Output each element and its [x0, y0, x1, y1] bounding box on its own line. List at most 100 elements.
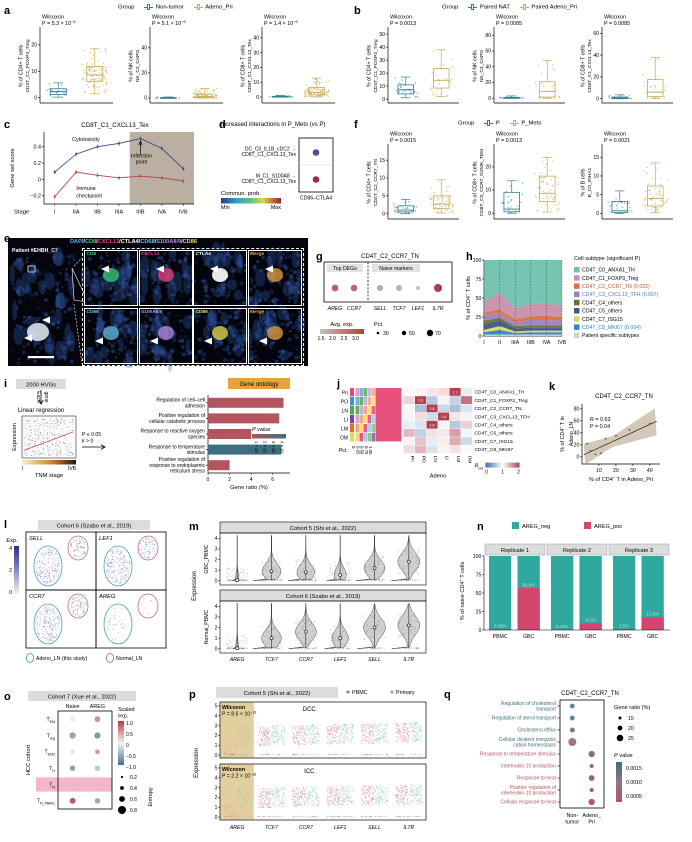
p-value-tick-label: 0.0005 — [626, 794, 642, 800]
colorbar-title: Commun. prob. — [221, 191, 261, 197]
scaled-exp-tick: 0.5 — [126, 732, 133, 738]
y-tick-label: 0 — [215, 647, 218, 653]
dotplot-hcc-cohort: Cohort 7 (Xue et al., 2022) Naive AREG TEM T… — [26, 691, 154, 814]
panel-a-label: a — [4, 5, 11, 17]
y-tick-label: 30 — [253, 50, 259, 56]
column-label-line2: Pri — [588, 820, 595, 826]
x-tick-label: IVA — [158, 210, 167, 216]
stat-p-label: P = 0.04 — [590, 424, 610, 430]
avg-exp-tick: 1.5 — [318, 336, 325, 342]
y-tick-label: 60 — [485, 49, 491, 55]
x-axis-title: % of CD4+ T in Adeno_Pri — [589, 476, 653, 483]
y-tick-label: 5 — [382, 194, 385, 200]
legend-item-label: CD4T_C0_ANXA1_TH — [582, 268, 635, 274]
column-label-line1: Adeno_ — [582, 813, 602, 819]
if-tile-cd8 — [80, 249, 142, 307]
y-tick-label: 50 — [476, 296, 482, 302]
pct-size-label: 70 — [435, 331, 441, 337]
go-term-label: Response to temperature — [149, 444, 206, 450]
panel-q-label: q — [444, 689, 451, 701]
y-tick-label: 20 — [141, 71, 147, 77]
p-value-legend-title: P value — [614, 753, 633, 759]
avg-exp-tick: 3.0 — [352, 336, 359, 342]
panel-d-title: Increased interactions in P_Mets (vs P) — [221, 122, 325, 128]
tissue-col-label: LM — [455, 456, 461, 463]
legend-swatch — [193, 4, 203, 10]
scaled-exp-tick: −1.0 — [126, 765, 136, 771]
legend-item-label: Patient specific subtypes — [582, 333, 639, 339]
y-tick-label: 40 — [593, 53, 599, 59]
p-value-label: P = 8.6 × 10−16 — [222, 711, 256, 718]
go-x-tick-label: 4 — [250, 477, 253, 483]
tissue-col-label: PO — [420, 456, 426, 463]
tile-channel-label: CTLA4 — [195, 251, 211, 257]
y-tick-label: 0 — [488, 211, 491, 217]
gene-label: AREG — [327, 306, 343, 312]
dotplot-interactions: Increased interactions in P_Mets (vs P) D… — [221, 122, 334, 211]
y-tick-label: 20 — [574, 443, 580, 449]
tnm-min-label: I — [22, 466, 23, 472]
panel-o-label: o — [4, 691, 11, 703]
stat-r-label: R = 0.63 — [590, 417, 611, 423]
tile-channel-label: Merge — [250, 309, 265, 315]
bar-percent-label: 1.0% — [619, 624, 629, 629]
x-tick-label: 10 — [596, 468, 602, 474]
panel-l: Cohort 6 (Szabo et al., 2019) Exp. 4 2 0 SELL… — [0, 508, 186, 673]
workflow-and-go-barchart: 2000 HVGs Each gene Linear regression Expres… — [12, 378, 290, 491]
pct-tick-label: 1.00 — [368, 446, 373, 455]
y-tick-label: 5 — [596, 192, 599, 198]
y-tick-label: 0 — [34, 95, 37, 101]
annotation-immune: Immune — [76, 186, 95, 192]
p-value-tick: 3 × 10 — [271, 441, 276, 453]
column-label-line2: tumor — [565, 820, 579, 826]
panel-k-label: k — [549, 381, 556, 393]
y-tick-label: 10 — [379, 176, 385, 182]
y-axis-title: HCC cohort — [26, 744, 32, 775]
violin-plots: Cohort 5 (Shi et al., 2022) 0 1 2 3 4 GBC_PBMC… — [192, 521, 427, 663]
y-tick-label: 25 — [476, 609, 482, 615]
arrow-label-gene: gene — [43, 391, 49, 402]
interaction-label-target: CD8T_C1_CXCL13_Tex — [242, 179, 297, 185]
channel-header: DAPI/CD8/CXCL13/CTLA4/CD68/S100A8/9/CD86 — [70, 239, 197, 245]
go-term-label: Positive regulation of — [510, 785, 557, 791]
scaled-exp-tick: −0.5 — [126, 754, 136, 760]
area-band — [484, 320, 562, 332]
bar-x-tick-label: GBC — [585, 634, 596, 640]
legend-swatch — [468, 4, 478, 10]
panel-l-label: l — [4, 519, 8, 531]
heatmap-cell-value: 1.8 — [430, 407, 435, 411]
go-term-label: species — [188, 435, 205, 441]
gene-ratio-legend-title: Gene ratio (%) — [614, 705, 651, 711]
scaled-exp-legend-title-2: exp. — [118, 714, 128, 720]
panel-k-title: CD4T_C2_CCR7_TN — [595, 394, 653, 400]
subtype-row-label: CD4T_C4_others — [475, 423, 514, 429]
legend-swatch — [484, 120, 494, 126]
roe-tick-label: 0 — [485, 470, 488, 476]
overview-image — [9, 246, 76, 314]
dotplot-markers: CD4T_C2_CCR7_TN Top DEGs Naive markers AREG… — [318, 254, 453, 342]
tissue-row-label: LI — [344, 417, 348, 423]
tissue-col-label: Pri — [409, 456, 415, 462]
stat-test-label: Wilcoxon — [604, 15, 626, 21]
y-axis-title-line2: CD4T_C1_FOXP3_Treg — [25, 39, 31, 92]
x-tick-label: 30 — [630, 468, 636, 474]
bar-x-tick-label: PBMC — [555, 634, 570, 640]
y-axis-title-line1: % of NK cells — [129, 50, 135, 82]
go-term-label: Positive regulation of — [159, 413, 206, 419]
row-label: TN_PBMC — [37, 799, 56, 806]
avg-exp-tick: 2.5 — [341, 336, 348, 342]
legend-title: Group — [442, 4, 459, 11]
y-tick-label: 5 — [215, 766, 218, 772]
legend-item-label: P_Mets — [521, 120, 542, 127]
pct-tick-label: 0.25 — [355, 446, 360, 455]
legend-swatch — [519, 4, 529, 10]
y-tick-label: 60 — [593, 31, 599, 37]
legend-item-label: AREG_neg — [522, 524, 550, 530]
panel-e: DAPI/CD8/CXCL13/CTLA4/CD68/S100A8/9/CD86… — [0, 232, 312, 372]
y-tick-label: 3 — [215, 615, 218, 621]
y-tick-label: 100 — [473, 258, 482, 264]
legend-item-label: CD4T_C5_others — [582, 309, 623, 315]
tissue-col-label: LI — [443, 456, 449, 460]
y-axis-title-line1: % of CD4+ T in — [559, 416, 566, 452]
